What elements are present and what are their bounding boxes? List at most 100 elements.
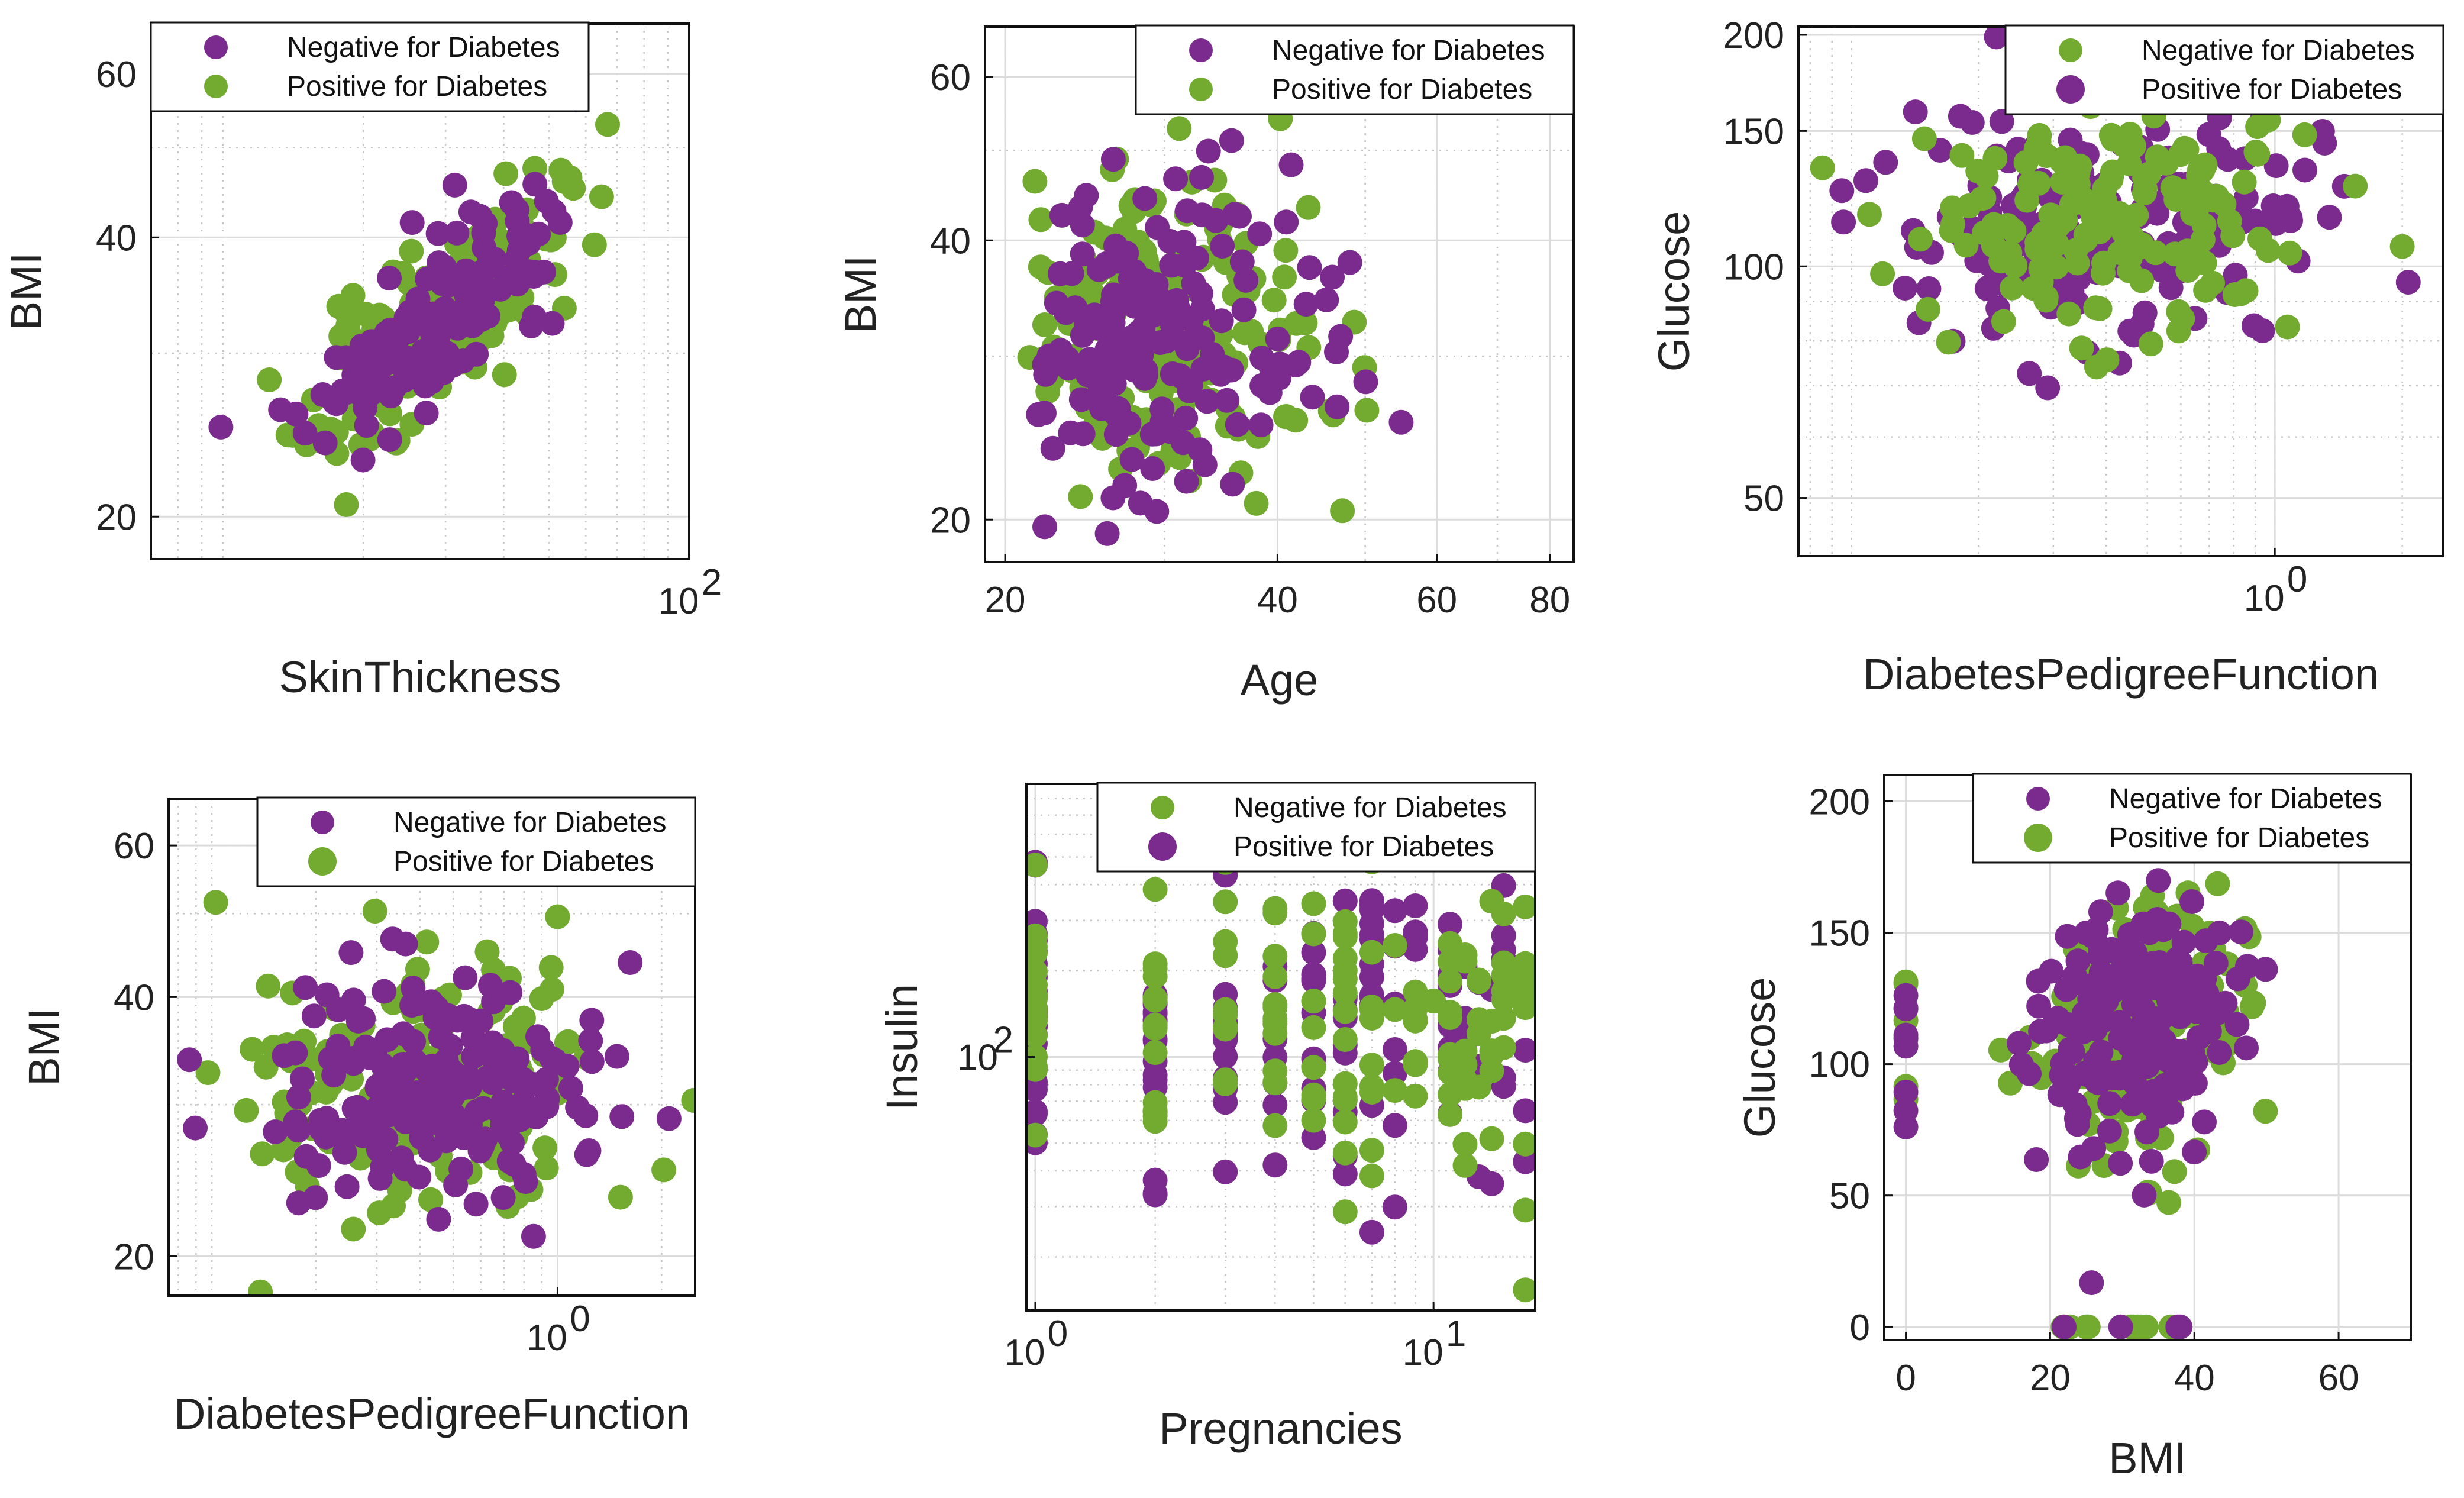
point-negative: [2084, 1069, 2110, 1095]
point-negative: [1915, 296, 1940, 322]
point-positive: [492, 362, 517, 388]
point-negative: [1857, 202, 1882, 227]
point-negative: [2047, 1082, 2072, 1108]
y-tick-label: 50: [1829, 1176, 1870, 1217]
point-negative: [1320, 264, 1345, 290]
point-positive: [1853, 168, 1878, 193]
point-negative: [1262, 1070, 1288, 1096]
point-negative: [415, 266, 440, 292]
point-negative: [1337, 250, 1362, 275]
point-positive: [203, 890, 228, 915]
point-negative: [1908, 227, 1933, 252]
legend-marker: [311, 811, 334, 834]
point-negative: [1026, 853, 1048, 877]
point-negative: [1200, 342, 1225, 367]
point-positive: [256, 973, 281, 999]
point-negative: [2200, 270, 2226, 296]
point-negative: [1126, 320, 1151, 345]
point-positive: [1239, 319, 1264, 344]
point-negative: [341, 987, 366, 1013]
point-positive: [195, 1060, 221, 1086]
y-axis-label: Glucose: [1649, 211, 1698, 372]
point-negative: [402, 1048, 427, 1074]
point-negative: [618, 950, 643, 975]
x-tick-label: 40: [1257, 580, 1298, 621]
point-negative: [490, 1185, 516, 1210]
point-positive: [1403, 925, 1428, 950]
point-negative: [1026, 1122, 1048, 1148]
point-negative: [2184, 999, 2209, 1024]
point-negative: [2091, 260, 2116, 286]
points-p4: [177, 890, 695, 1296]
point-negative: [1491, 901, 1516, 926]
y-tick-label: 150: [1723, 111, 1784, 152]
legend-entry-label: Negative for Diabetes: [1272, 35, 1545, 66]
legend-marker: [204, 75, 228, 98]
y-tick-label: 40: [930, 221, 971, 261]
point-positive: [1916, 276, 1942, 301]
y-axis-label: BMI: [20, 1008, 69, 1086]
point-negative: [1132, 186, 1158, 211]
point-negative: [579, 1049, 605, 1074]
point-negative: [2121, 1047, 2146, 1073]
point-negative: [1154, 328, 1179, 354]
point-negative: [471, 220, 496, 246]
point-negative: [1142, 1103, 1168, 1129]
point-positive: [1873, 150, 1898, 175]
point-negative: [1174, 469, 1199, 494]
legend-marker: [204, 35, 228, 59]
point-negative: [2108, 1151, 2133, 1176]
point-negative: [1438, 1102, 1462, 1127]
point-positive: [2205, 871, 2230, 896]
point-negative: [1332, 1084, 1358, 1110]
point-negative: [1479, 1042, 1504, 1068]
point-negative: [453, 1116, 479, 1141]
point-negative: [338, 940, 364, 966]
point-negative: [1936, 330, 1961, 355]
legend-entry-label: Negative for Diabetes: [2109, 783, 2382, 815]
point-negative: [1144, 499, 1170, 524]
x-axis-label: Pregnancies: [1159, 1404, 1402, 1453]
legend-entry-label: Positive for Diabetes: [393, 846, 654, 877]
points-p1: [208, 83, 620, 517]
point-negative: [1893, 1098, 1919, 1124]
point-positive: [1167, 116, 1192, 141]
point-negative: [2130, 952, 2155, 977]
point-negative: [1070, 322, 1095, 348]
point-negative: [292, 421, 318, 446]
point-negative: [451, 265, 476, 290]
point-negative: [2013, 150, 2039, 175]
point-negative: [2053, 977, 2079, 1002]
point-negative: [1382, 1078, 1407, 1103]
point-positive: [1831, 209, 1856, 235]
point-negative: [1040, 435, 1065, 461]
point-negative: [1142, 877, 1168, 902]
point-negative: [1452, 1067, 1478, 1093]
point-negative: [2389, 234, 2415, 259]
point-negative: [351, 1006, 376, 1031]
point-negative: [1100, 147, 1126, 172]
point-negative: [293, 975, 318, 1000]
point-negative: [2277, 240, 2302, 266]
points-p6: [1893, 795, 2278, 1339]
point-negative: [522, 172, 548, 197]
legend-box: [150, 21, 590, 112]
points-p2: [1017, 106, 1414, 546]
point-positive: [334, 301, 360, 326]
point-negative: [2156, 988, 2181, 1013]
point-negative: [2217, 208, 2242, 234]
point-negative: [344, 1095, 370, 1120]
point-negative: [480, 1030, 505, 1055]
y-tick-label: 60: [930, 57, 971, 98]
point-negative: [2026, 993, 2052, 1019]
point-negative: [1190, 296, 1215, 322]
point-negative: [2129, 268, 2155, 293]
y-tick-exponent: 2: [993, 1019, 1013, 1060]
point-negative: [1142, 1040, 1168, 1066]
point-negative: [2160, 175, 2185, 201]
point-negative: [2193, 928, 2218, 954]
point-negative: [283, 401, 309, 427]
point-negative: [1189, 202, 1215, 228]
point-negative: [1044, 290, 1069, 316]
